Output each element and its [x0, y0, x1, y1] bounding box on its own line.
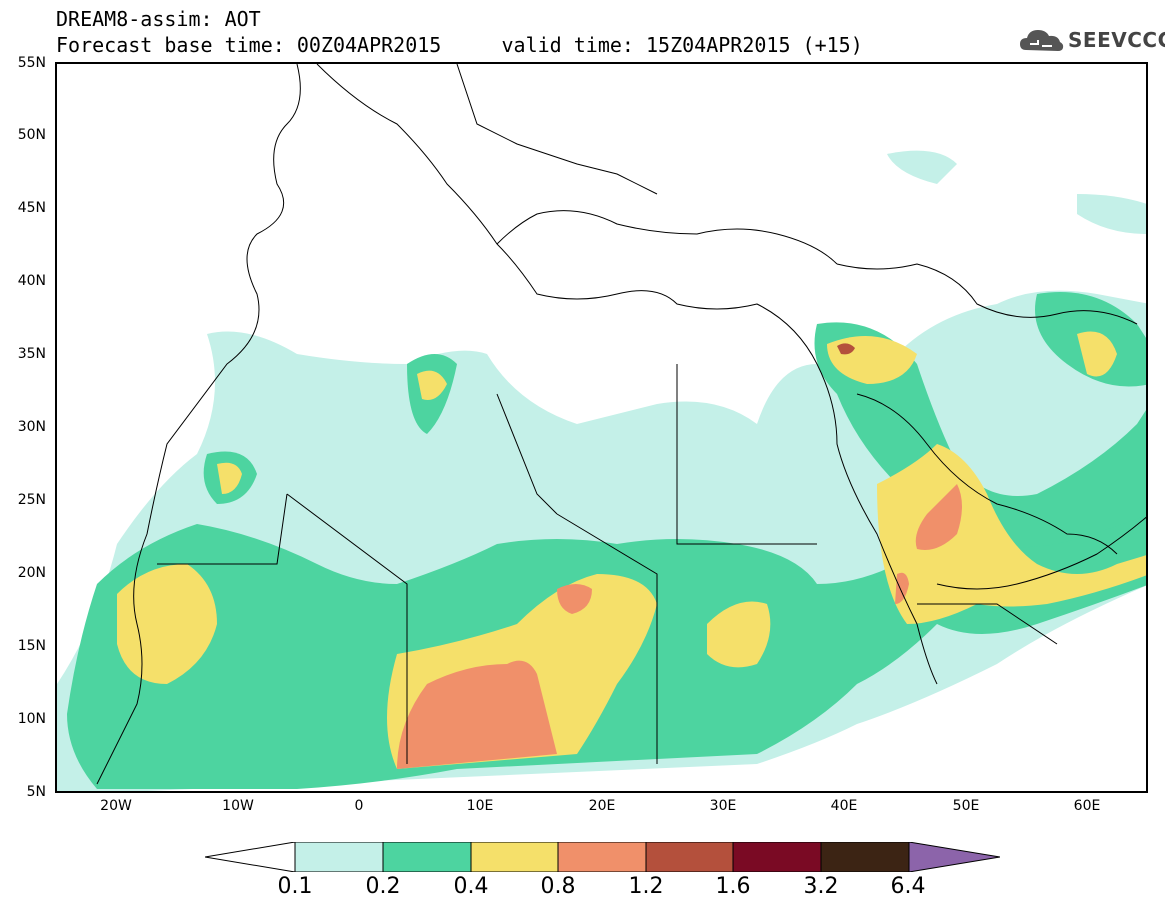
coastlines	[96, 64, 1146, 785]
lat-label-25n: 25N	[17, 492, 46, 508]
colorbar-label-0.2: 0.2	[365, 874, 401, 899]
colorbar-bin-1.6	[732, 842, 822, 872]
aot-field-0.8	[397, 484, 962, 769]
colorbar-label-1.6: 1.6	[715, 874, 751, 899]
aot-field-1.2	[837, 343, 855, 355]
chart-title: DREAM8-assim: AOT	[56, 7, 261, 31]
colorbar-label-0.8: 0.8	[540, 874, 576, 899]
colorbar-bin-1.2	[645, 842, 734, 872]
colorbar-bin-0.4	[470, 842, 559, 872]
colorbar	[205, 842, 1000, 872]
colorbar-under	[205, 842, 296, 872]
forecast-times: Forecast base time: 00Z04APR2015 valid t…	[56, 33, 863, 57]
lat-label-50n: 50N	[17, 127, 46, 143]
lat-label-30n: 30N	[17, 419, 46, 435]
colorbar-label-6.4: 6.4	[890, 874, 926, 899]
lat-label-45n: 45N	[17, 200, 46, 216]
map-canvas	[57, 64, 1146, 791]
lon-label-20w: 20W	[100, 798, 132, 814]
lat-label-40n: 40N	[17, 273, 46, 289]
colorbar-label-0.1: 0.1	[277, 874, 313, 899]
lon-label-60e: 60E	[1073, 798, 1101, 814]
seevccc-logo: SEEVCCC	[1018, 24, 1165, 58]
cloud-logo-icon	[1020, 30, 1064, 51]
lon-label-50e: 50E	[952, 798, 980, 814]
colorbar-label-1.2: 1.2	[628, 874, 664, 899]
lat-label-15n: 15N	[17, 638, 46, 654]
lat-label-5n: 5N	[26, 784, 46, 800]
lon-label-10e: 10E	[466, 798, 494, 814]
colorbar-bin-3.2	[820, 842, 910, 872]
colorbar-bin-0.1	[294, 842, 384, 872]
lon-label-20e: 20E	[588, 798, 616, 814]
colorbar-over	[908, 842, 1000, 872]
aot-map	[55, 62, 1148, 793]
lat-label-10n: 10N	[17, 711, 46, 727]
lon-label-30e: 30E	[709, 798, 737, 814]
colorbar-bin-0.8	[557, 842, 647, 872]
lon-label-10w: 10W	[222, 798, 254, 814]
colorbar-label-3.2: 3.2	[803, 874, 839, 899]
lon-label-40e: 40E	[830, 798, 858, 814]
logo-text: SEEVCCC	[1068, 28, 1165, 52]
colorbar-bin-0.2	[382, 842, 472, 872]
colorbar-label-0.4: 0.4	[453, 874, 489, 899]
lon-label-0: 0	[354, 798, 364, 814]
lat-label-55n: 55N	[17, 55, 46, 71]
lat-label-35n: 35N	[17, 346, 46, 362]
lat-label-20n: 20N	[17, 565, 46, 581]
